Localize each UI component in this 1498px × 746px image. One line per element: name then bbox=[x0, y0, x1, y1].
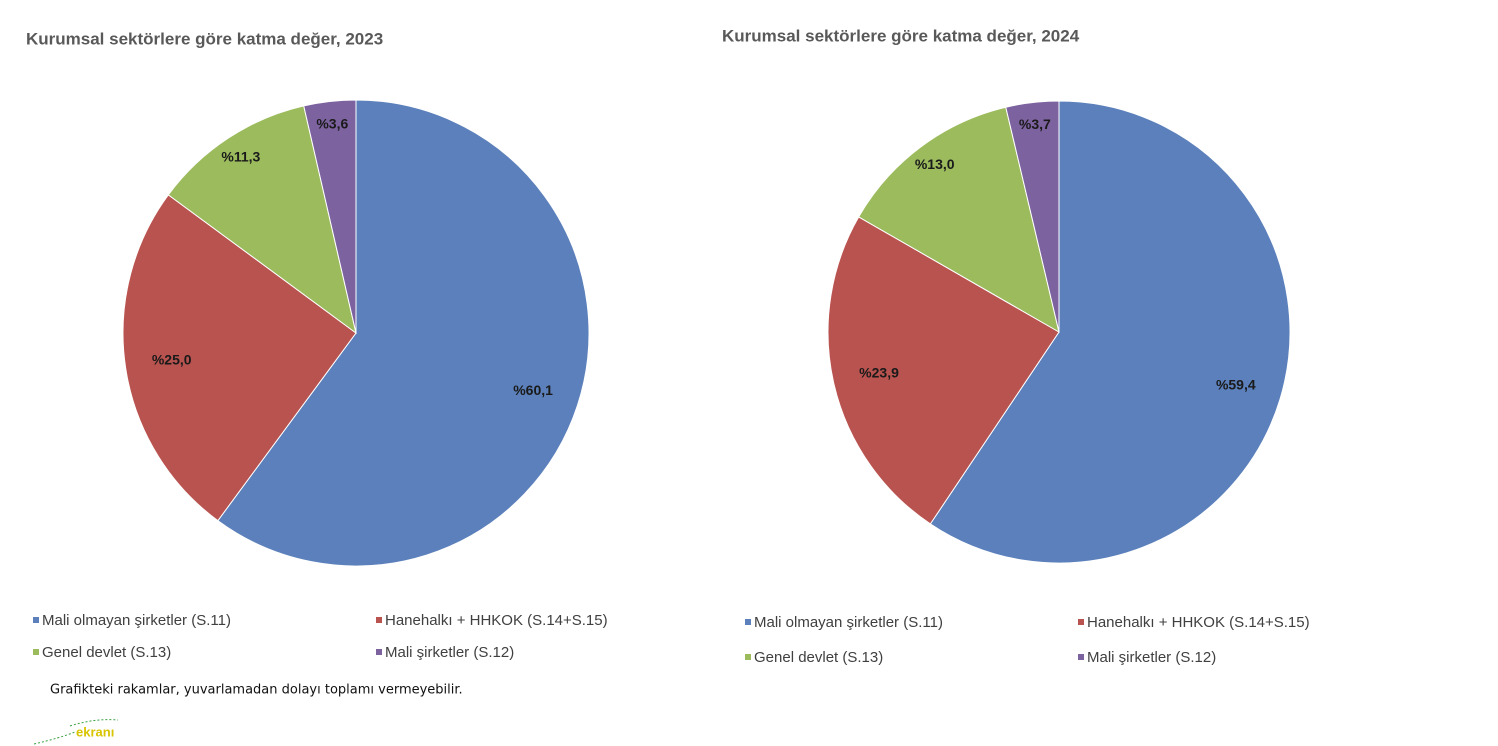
legend-swatch bbox=[1078, 619, 1084, 625]
footnote: Grafikteki rakamlar, yuvarlamadan dolayı… bbox=[50, 683, 463, 698]
value-label: %59,4 bbox=[1216, 376, 1256, 392]
legend-swatch bbox=[33, 649, 39, 655]
legend-label: Mali olmayan şirketler (S.11) bbox=[42, 612, 231, 629]
value-label: %25,0 bbox=[152, 352, 192, 368]
legend-swatch bbox=[376, 649, 382, 655]
legend-label: Mali şirketler (S.12) bbox=[1087, 649, 1216, 666]
pie-slice bbox=[929, 100, 1291, 564]
legend-label: Genel devlet (S.13) bbox=[754, 649, 883, 666]
value-label: %13,0 bbox=[915, 156, 955, 172]
pie-slice bbox=[1005, 100, 1060, 333]
legend-label: Genel devlet (S.13) bbox=[42, 644, 171, 661]
pie-slice bbox=[122, 194, 357, 522]
legend-swatch bbox=[376, 617, 382, 623]
legend-swatch bbox=[33, 617, 39, 623]
legend-swatch bbox=[745, 654, 751, 660]
pie-slice bbox=[167, 105, 357, 335]
value-label: %60,1 bbox=[513, 382, 553, 398]
legend-swatch bbox=[1078, 654, 1084, 660]
pie-slice bbox=[858, 106, 1060, 334]
legend-label: Mali şirketler (S.12) bbox=[385, 644, 514, 661]
logo: ekranı bbox=[76, 724, 114, 739]
value-label: %3,6 bbox=[316, 115, 348, 131]
value-label: %23,9 bbox=[859, 365, 899, 381]
legend-label: Mali olmayan şirketler (S.11) bbox=[754, 614, 943, 631]
legend-label: Hanehalkı + HHKOK (S.14+S.15) bbox=[1087, 614, 1310, 631]
chart-title: Kurumsal sektörlere göre katma değer, 20… bbox=[722, 26, 1080, 45]
value-label: %11,3 bbox=[221, 148, 260, 164]
legend-swatch bbox=[745, 619, 751, 625]
chart-title: Kurumsal sektörlere göre katma değer, 20… bbox=[26, 29, 383, 48]
pie-slice bbox=[303, 99, 357, 334]
pie-slice bbox=[827, 216, 1060, 525]
legend-label: Hanehalkı + HHKOK (S.14+S.15) bbox=[385, 612, 608, 629]
pie-slice bbox=[217, 99, 590, 567]
logo-swoosh bbox=[33, 719, 119, 745]
value-label: %3,7 bbox=[1019, 116, 1051, 132]
